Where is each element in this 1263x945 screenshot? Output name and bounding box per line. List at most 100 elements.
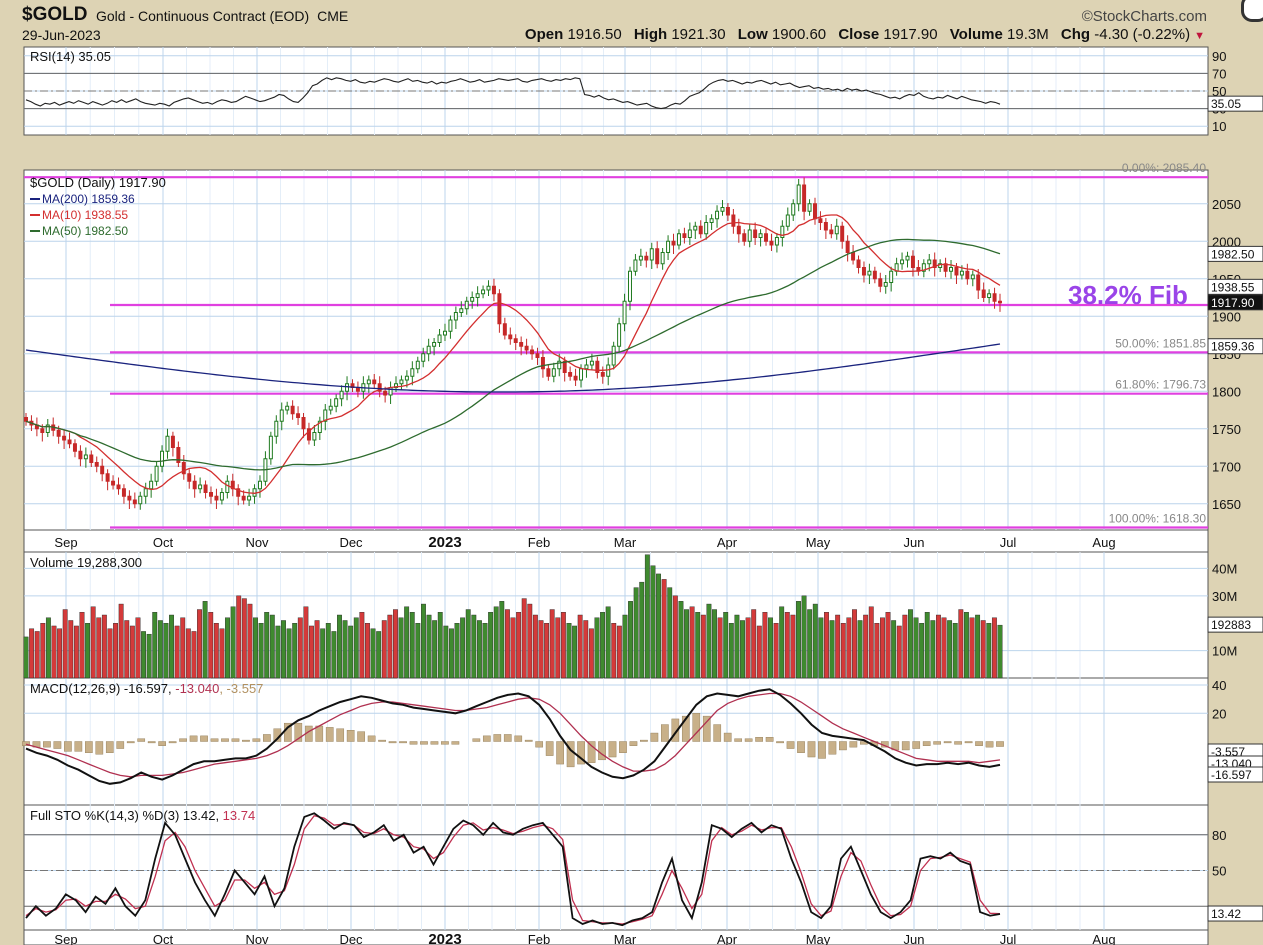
volume-last-value: 192883 bbox=[1211, 618, 1251, 632]
rsi-last-value-box bbox=[1207, 95, 1263, 112]
volume-bar bbox=[952, 623, 958, 679]
macd-histogram-bar bbox=[315, 725, 324, 742]
volume-bar bbox=[577, 614, 583, 679]
macd-title: MACD(12,26,9) -16.597, -13.040, -3.557 bbox=[30, 681, 263, 696]
volume-bar bbox=[650, 565, 656, 679]
month-label: Mar bbox=[614, 535, 637, 550]
candle-body bbox=[301, 417, 306, 430]
high-label: High bbox=[633, 26, 668, 43]
volume-bar bbox=[258, 623, 264, 679]
candle-body bbox=[954, 267, 959, 276]
candle-body bbox=[535, 353, 540, 358]
candle-body bbox=[334, 398, 339, 407]
change-value: -4.30 (-0.22%) bbox=[1094, 26, 1191, 43]
candle-body bbox=[671, 240, 676, 246]
volume-bar bbox=[504, 609, 510, 679]
candle-body bbox=[872, 270, 877, 280]
volume-bar bbox=[157, 620, 163, 679]
volume-bar bbox=[644, 554, 650, 679]
macd-signal-value: -13.040 bbox=[175, 681, 219, 696]
y-tick-label: 1700 bbox=[1212, 459, 1241, 474]
y-tick-label: 2050 bbox=[1212, 197, 1241, 212]
candle-body bbox=[524, 345, 529, 351]
candle-body bbox=[225, 480, 230, 493]
macd-histogram-bar bbox=[964, 741, 973, 744]
candle-body bbox=[927, 259, 932, 265]
volume-bar bbox=[947, 620, 953, 679]
candle-body bbox=[399, 379, 404, 385]
price-tag: 1938.55 bbox=[1211, 280, 1255, 294]
close-icon[interactable] bbox=[1241, 0, 1263, 22]
volume-bar bbox=[908, 609, 913, 679]
macd-histogram-bar bbox=[776, 741, 784, 744]
date-axis-strip bbox=[23, 929, 1209, 945]
volume-bar bbox=[471, 614, 477, 679]
y-tick-label: 50 bbox=[1212, 863, 1226, 878]
candle-body bbox=[840, 225, 845, 242]
volume-bar bbox=[824, 612, 829, 679]
volume-bar bbox=[605, 606, 611, 679]
candle-body bbox=[78, 450, 83, 460]
volume-bar bbox=[588, 628, 594, 679]
volume-bar bbox=[51, 625, 57, 679]
candle-body bbox=[687, 229, 692, 238]
macd-histogram-bar bbox=[692, 713, 701, 742]
macd-histogram-bar bbox=[650, 732, 659, 742]
macd-histogram-bar bbox=[420, 741, 428, 745]
macd-histogram-bar bbox=[158, 741, 166, 746]
volume-bar bbox=[325, 623, 331, 679]
macd-histogram-bar bbox=[671, 718, 680, 742]
candle-body bbox=[742, 233, 747, 242]
legend-entry: MA(50) 1982.50 bbox=[42, 224, 128, 238]
volume-bar bbox=[969, 617, 975, 679]
volume-bar bbox=[40, 623, 46, 679]
candle-body bbox=[682, 233, 687, 238]
candle-body bbox=[987, 293, 992, 298]
macd-value-tag: -16.597 bbox=[1211, 768, 1252, 782]
candle-body bbox=[633, 259, 638, 272]
volume-bar bbox=[896, 625, 902, 679]
volume-bar bbox=[398, 617, 404, 679]
description-text: Gold - Continuous Contract (EOD) bbox=[96, 8, 310, 24]
candle-body bbox=[998, 300, 1002, 304]
fib-level-label: 100.00%: 1618.30 bbox=[1109, 512, 1207, 526]
y-tick-label: 10M bbox=[1212, 644, 1237, 659]
macd-histogram-bar bbox=[493, 734, 502, 742]
month-label: Sep bbox=[54, 932, 77, 945]
macd-signal-line bbox=[25, 692, 1001, 778]
volume-bar bbox=[191, 631, 197, 679]
candle-body bbox=[579, 368, 584, 381]
month-label: Jun bbox=[904, 932, 925, 945]
fib-level-label: 61.80%: 1796.73 bbox=[1115, 378, 1206, 392]
candle-body bbox=[970, 274, 975, 280]
candle-body bbox=[715, 210, 720, 220]
candle-body bbox=[530, 349, 535, 355]
candle-body bbox=[72, 443, 77, 452]
date-axis-strip bbox=[23, 529, 1209, 553]
macd-histogram-bar bbox=[587, 741, 596, 763]
candle-body bbox=[312, 432, 317, 441]
candle-body bbox=[285, 405, 290, 411]
sto-last-value: 13.42 bbox=[1211, 907, 1241, 921]
macd-histogram-bar bbox=[577, 741, 585, 765]
candle-body bbox=[366, 379, 371, 385]
volume-bar bbox=[236, 595, 242, 679]
volume-bar bbox=[980, 620, 986, 679]
volume-bar bbox=[96, 617, 102, 679]
volume-bar bbox=[768, 617, 773, 679]
y-tick-label: 1650 bbox=[1212, 497, 1241, 512]
month-label: Mar bbox=[614, 932, 637, 945]
macd-histogram-bar bbox=[451, 741, 460, 745]
volume-bar bbox=[790, 614, 796, 679]
candle-body bbox=[40, 428, 45, 433]
volume-bar bbox=[297, 617, 303, 679]
candle-body bbox=[709, 218, 714, 223]
candle-body bbox=[442, 330, 447, 336]
month-label: May bbox=[806, 535, 831, 550]
macd-histogram-bar bbox=[43, 741, 51, 748]
exchange-text: CME bbox=[317, 8, 349, 24]
candle-body bbox=[143, 488, 148, 497]
macd-histogram-bar bbox=[713, 724, 722, 742]
sto-d-line bbox=[25, 814, 1001, 925]
y-tick-label: 90 bbox=[1212, 49, 1226, 64]
